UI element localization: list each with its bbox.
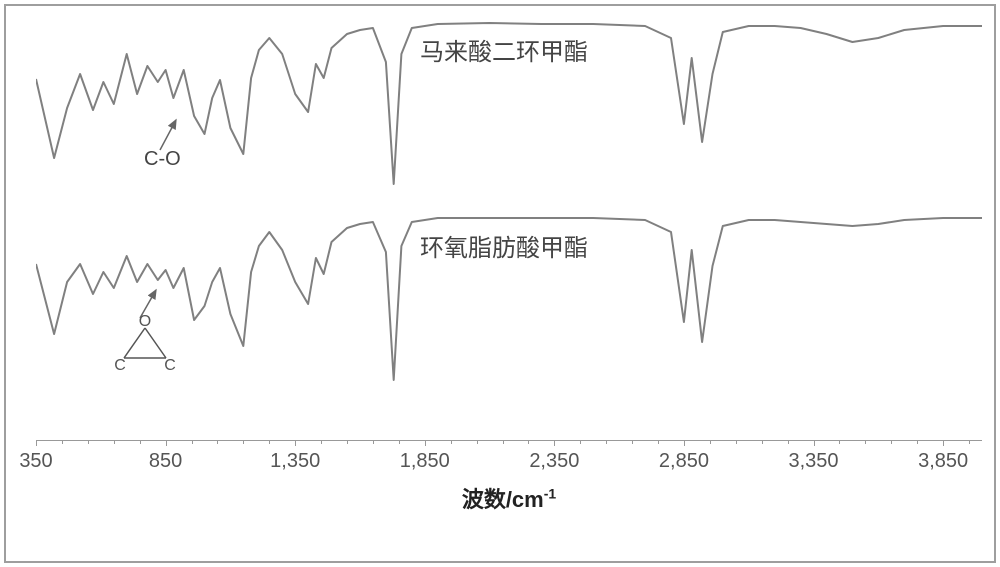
atom-c2: C xyxy=(164,357,176,374)
x-tick-minor xyxy=(528,440,529,444)
x-tick-major xyxy=(943,440,944,446)
x-tick-minor xyxy=(451,440,452,444)
x-tick-minor xyxy=(865,440,866,444)
x-tick-label: 1,850 xyxy=(400,450,450,473)
x-axis-title-sup: -1 xyxy=(544,486,556,502)
x-tick-minor xyxy=(114,440,115,444)
x-tick-major xyxy=(36,440,37,446)
x-tick-minor xyxy=(632,440,633,444)
x-tick-minor xyxy=(969,440,970,444)
x-tick-minor xyxy=(788,440,789,444)
epoxide-structure-icon: O C C xyxy=(110,314,180,374)
x-tick-label: 3,350 xyxy=(789,450,839,473)
x-axis-title: 波数/cm-1 xyxy=(462,482,556,514)
x-tick-label: 3,850 xyxy=(918,450,968,473)
x-tick-minor xyxy=(839,440,840,444)
x-tick-minor xyxy=(140,440,141,444)
x-tick-label: 850 xyxy=(149,450,182,473)
x-tick-minor xyxy=(321,440,322,444)
x-tick-major xyxy=(425,440,426,446)
x-tick-major xyxy=(166,440,167,446)
x-tick-minor xyxy=(373,440,374,444)
x-tick-minor xyxy=(503,440,504,444)
x-tick-minor xyxy=(762,440,763,444)
atom-c1: C xyxy=(114,357,126,374)
x-tick-major xyxy=(295,440,296,446)
x-tick-minor xyxy=(88,440,89,444)
x-tick-minor xyxy=(606,440,607,444)
x-tick-minor xyxy=(580,440,581,444)
x-tick-minor xyxy=(917,440,918,444)
x-tick-minor xyxy=(477,440,478,444)
x-tick-minor xyxy=(399,440,400,444)
x-tick-major xyxy=(554,440,555,446)
x-tick-label: 1,350 xyxy=(270,450,320,473)
x-tick-minor xyxy=(891,440,892,444)
x-tick-major xyxy=(814,440,815,446)
x-tick-minor xyxy=(243,440,244,444)
x-tick-minor xyxy=(710,440,711,444)
x-tick-label: 350 xyxy=(19,450,52,473)
x-axis-title-prefix: 波数/cm xyxy=(462,487,544,512)
x-tick-minor xyxy=(269,440,270,444)
x-tick-minor xyxy=(347,440,348,444)
x-tick-label: 2,850 xyxy=(659,450,709,473)
x-tick-minor xyxy=(192,440,193,444)
x-tick-minor xyxy=(736,440,737,444)
x-tick-minor xyxy=(62,440,63,444)
x-tick-minor xyxy=(217,440,218,444)
x-tick-minor xyxy=(658,440,659,444)
atom-o: O xyxy=(139,314,151,330)
x-tick-label: 2,350 xyxy=(529,450,579,473)
x-tick-major xyxy=(684,440,685,446)
